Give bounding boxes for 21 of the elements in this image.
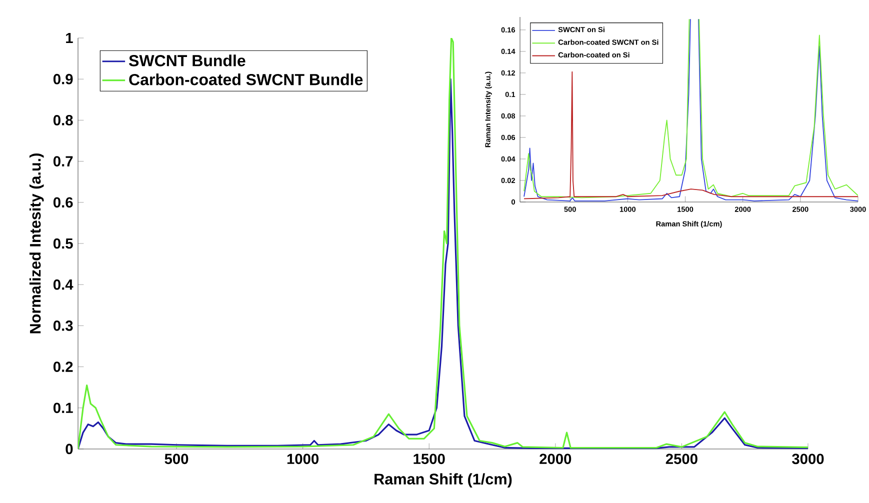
y-tick-label: 0.3 xyxy=(53,320,73,331)
y-tick-label: 0.1 xyxy=(53,402,73,414)
y-tick-label: 0.4 xyxy=(53,279,74,290)
y-tick-label: 0.2 xyxy=(53,362,73,372)
y-tick-label: 0.5 xyxy=(53,238,73,249)
x-tick-label: 1500 xyxy=(414,454,445,464)
legend-label: SWCNT Bundle xyxy=(128,54,246,66)
y-tick-label: 0.7 xyxy=(53,156,73,166)
x-tick-label: 500 xyxy=(164,454,188,464)
legend-label: Carbon-coated SWCNT Bundle xyxy=(129,74,363,86)
y-tick-label: 0 xyxy=(66,444,73,454)
y-tick-label: 1 xyxy=(66,32,73,44)
x-tick-label: 3000 xyxy=(792,454,824,464)
x-tick-label: 2500 xyxy=(666,454,698,464)
y-axis-title: Normalized Intesity (a.u.) xyxy=(29,154,44,334)
x-tick-label: 1000 xyxy=(287,454,319,464)
y-tick-label: 0.6 xyxy=(53,197,73,208)
y-tick-label: 0.9 xyxy=(53,74,73,84)
x-axis-title: Raman Shift (1/cm) xyxy=(374,473,512,488)
y-tick-label: 0.8 xyxy=(53,115,73,126)
x-tick-label: 2000 xyxy=(540,454,572,464)
